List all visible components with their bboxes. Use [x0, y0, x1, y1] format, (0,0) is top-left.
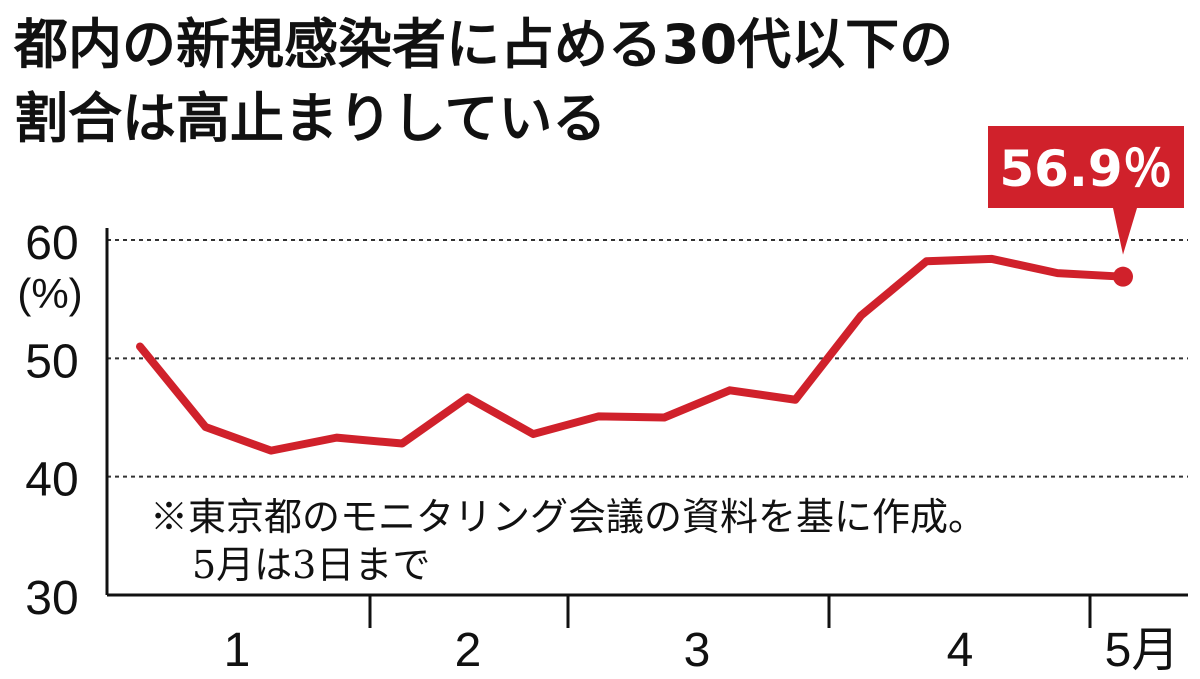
chart-title-line-2: 割合は高止まりしている — [14, 87, 607, 150]
x-tick-label: 2 — [455, 624, 482, 677]
chart-title-line-1: 都内の新規感染者に占める30代以下の — [14, 13, 954, 76]
y-tick-label: 50 — [25, 335, 78, 388]
y-tick-label: 40 — [25, 454, 78, 507]
series-line — [136, 254, 1127, 455]
x-tick-label: 1 — [224, 624, 251, 677]
x-tick-label: 4 — [947, 624, 974, 677]
y-tick-label: 60 — [25, 217, 78, 270]
data-point-last — [1113, 266, 1133, 287]
x-tick-label: 5月 — [1105, 624, 1180, 677]
callout-value-label: 56.9％ — [999, 140, 1172, 198]
x-tick-label: 3 — [684, 624, 711, 677]
y-tick-label: 30 — [25, 572, 78, 625]
source-note: ※東京都のモニタリング会議の資料を基に作成。 — [150, 495, 987, 539]
period-note: 5月は3日まで — [192, 543, 431, 587]
callout-box — [988, 126, 1184, 255]
y-unit-label: (%) — [17, 270, 82, 317]
